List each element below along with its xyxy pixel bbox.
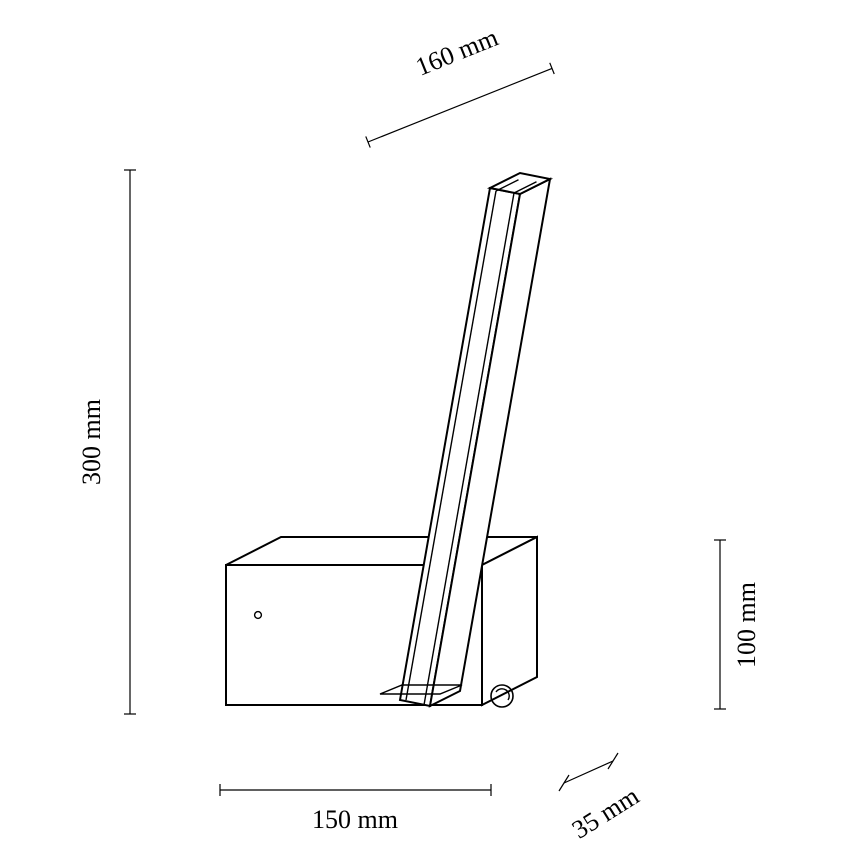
dimension-label: 150 mm	[312, 805, 398, 834]
product-outline	[226, 173, 550, 707]
dimension-label: 100 mm	[732, 582, 761, 668]
dimension-label: 160 mm	[412, 23, 503, 82]
dimension-label: 35 mm	[567, 781, 644, 844]
dimension-label: 300 mm	[77, 399, 106, 485]
dimensions-layer: 300 mm 160 mm 150 mm 35 mm 100 mm	[77, 23, 761, 845]
technical-drawing: 300 mm 160 mm 150 mm 35 mm 100 mm	[0, 0, 868, 868]
